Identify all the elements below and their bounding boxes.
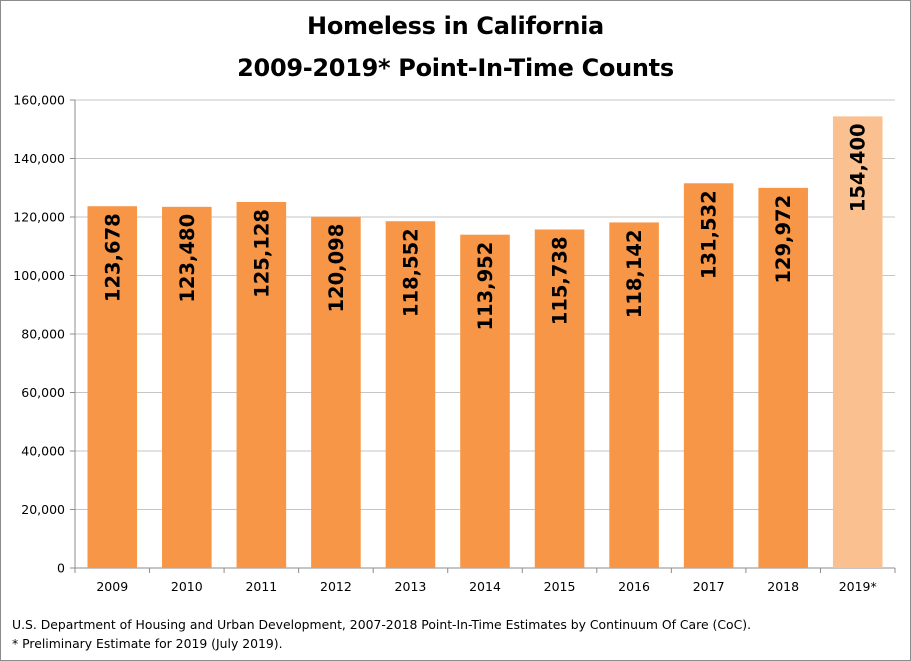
x-tick-label: 2018	[767, 579, 799, 594]
y-tick-label: 60,000	[21, 385, 65, 400]
data-label: 125,128	[250, 209, 273, 298]
data-label: 120,098	[325, 224, 348, 313]
x-tick-label: 2016	[618, 579, 650, 594]
bar	[236, 202, 287, 568]
estimate-footnote: * Preliminary Estimate for 2019 (July 20…	[12, 636, 283, 651]
y-tick-label: 100,000	[13, 268, 65, 283]
x-tick-label: 2011	[245, 579, 277, 594]
data-label: 118,552	[399, 228, 422, 317]
y-tick-label: 80,000	[21, 327, 65, 342]
source-footnote: U.S. Department of Housing and Urban Dev…	[12, 617, 752, 632]
chart-subtitle: 2009-2019* Point-In-Time Counts	[237, 54, 674, 82]
bar	[534, 229, 585, 568]
data-label: 154,400	[847, 123, 870, 212]
x-tick-label: 2010	[171, 579, 203, 594]
data-label: 113,952	[474, 242, 497, 331]
bar	[162, 206, 212, 569]
y-tick-label: 20,000	[21, 502, 65, 517]
data-label: 115,738	[549, 236, 572, 325]
data-label: 123,480	[176, 214, 199, 303]
bar	[758, 187, 808, 568]
data-label: 131,532	[698, 190, 721, 279]
bar-estimate	[832, 116, 883, 568]
x-tick-label: 2014	[469, 579, 501, 594]
x-tick-label: 2012	[320, 579, 352, 594]
y-tick-label: 0	[57, 561, 65, 576]
y-tick-label: 120,000	[13, 210, 65, 225]
x-tick-label: 2017	[693, 579, 725, 594]
y-tick-label: 140,000	[13, 151, 65, 166]
data-label: 123,678	[101, 213, 124, 302]
data-label: 118,142	[623, 229, 646, 318]
bar	[609, 222, 659, 569]
bar	[460, 234, 510, 568]
data-label: 129,972	[772, 195, 795, 284]
x-tick-label: 2009	[96, 579, 128, 594]
bar	[385, 221, 436, 568]
x-tick-label: 2013	[395, 579, 427, 594]
y-tick-label: 160,000	[13, 93, 65, 108]
bar	[683, 183, 734, 568]
x-tick-label: 2015	[544, 579, 576, 594]
y-tick-label: 40,000	[21, 444, 65, 459]
bar	[87, 206, 138, 568]
x-tick-label: 2019*	[839, 579, 877, 594]
bar	[311, 216, 361, 568]
chart-title: Homeless in California	[307, 12, 604, 40]
